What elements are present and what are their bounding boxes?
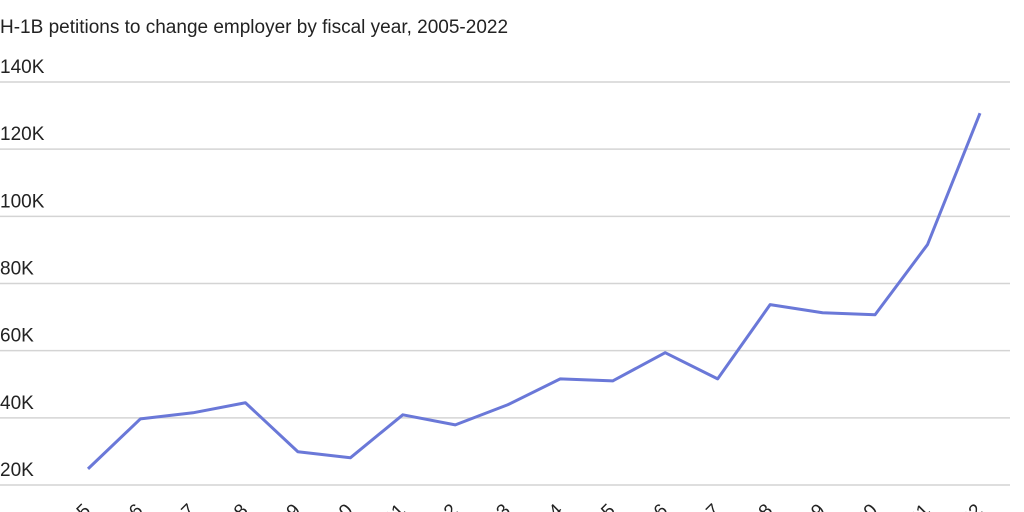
y-tick-label: 60K xyxy=(0,326,34,347)
x-tick-label: '09 xyxy=(273,500,305,512)
x-tick-label: '16 xyxy=(640,500,672,512)
x-tick-label: '17 xyxy=(692,500,724,512)
x-tick-label: '22 xyxy=(955,500,987,512)
x-tick-label: '21 xyxy=(902,500,934,512)
x-tick-label: '12 xyxy=(430,500,462,512)
y-tick-label: 80K xyxy=(0,259,34,280)
x-tick-label: '14 xyxy=(535,500,568,512)
y-tick-label: 20K xyxy=(0,460,34,481)
x-tick-label: '07 xyxy=(168,500,200,512)
x-tick-label: '20 xyxy=(850,500,882,512)
y-tick-label: 120K xyxy=(0,124,45,145)
line-series xyxy=(86,112,982,470)
x-tick-label: '18 xyxy=(745,500,777,512)
y-tick-label: 40K xyxy=(0,393,34,414)
x-tick-label: '15 xyxy=(587,500,619,512)
x-tick-label: '08 xyxy=(220,500,252,512)
x-tick-label: '05 xyxy=(63,500,95,512)
x-tick-label: '11 xyxy=(379,500,410,512)
x-tick-label: '06 xyxy=(115,500,147,512)
y-tick-label: 100K xyxy=(0,191,45,212)
x-tick-label: '13 xyxy=(482,500,514,512)
chart-subtitle: H-1B petitions to change employer by fis… xyxy=(0,17,508,38)
x-tick-label: '10 xyxy=(325,500,357,512)
x-tick-label: '19 xyxy=(797,500,829,512)
y-tick-label: 140K xyxy=(0,57,45,78)
